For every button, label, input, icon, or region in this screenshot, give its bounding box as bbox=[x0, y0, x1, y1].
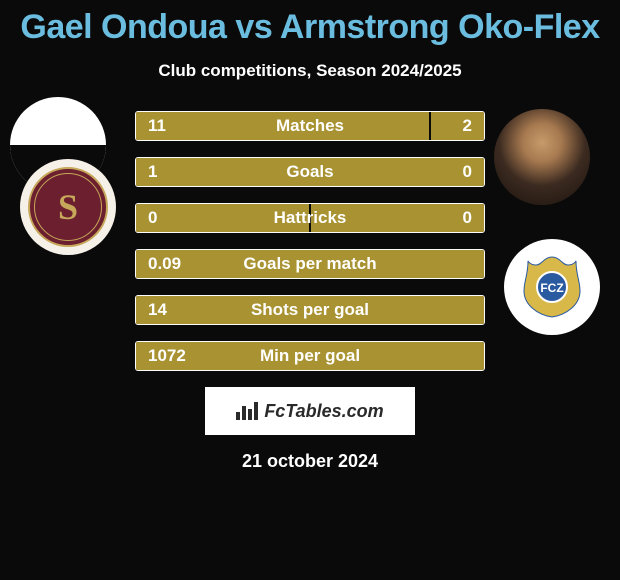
comparison-subtitle: Club competitions, Season 2024/2025 bbox=[0, 61, 620, 81]
stat-label: Goals bbox=[286, 162, 333, 182]
club-crest-left: S bbox=[20, 159, 116, 255]
stat-value-left: 14 bbox=[148, 300, 167, 320]
stat-gap bbox=[429, 112, 431, 140]
stat-value-left: 1072 bbox=[148, 346, 186, 366]
club-crest-right: FCZ bbox=[504, 239, 600, 335]
bars-icon bbox=[236, 402, 258, 420]
stat-label: Goals per match bbox=[243, 254, 376, 274]
stat-bars: 11 Matches 2 1 Goals 0 0 Hattricks 0 0.0… bbox=[135, 111, 485, 371]
stat-value-right: 0 bbox=[463, 162, 472, 182]
servette-crest-icon: S bbox=[28, 167, 108, 247]
comparison-content: S FCZ 11 Matches 2 1 bbox=[0, 111, 620, 472]
stat-value-left: 1 bbox=[148, 162, 157, 182]
stat-row: 0 Hattricks 0 bbox=[135, 203, 485, 233]
stat-label: Min per goal bbox=[260, 346, 360, 366]
stat-row: 1072 Min per goal bbox=[135, 341, 485, 371]
stat-value-right: 2 bbox=[463, 116, 472, 136]
stat-row: 0.09 Goals per match bbox=[135, 249, 485, 279]
source-badge: FcTables.com bbox=[205, 387, 415, 435]
stat-label: Hattricks bbox=[274, 208, 347, 228]
fcz-crest-icon: FCZ bbox=[516, 251, 588, 323]
stat-value-left: 0 bbox=[148, 208, 157, 228]
stat-value-left: 0.09 bbox=[148, 254, 181, 274]
stat-row: 1 Goals 0 bbox=[135, 157, 485, 187]
comparison-date: 21 october 2024 bbox=[0, 451, 620, 472]
svg-text:FCZ: FCZ bbox=[540, 281, 563, 295]
stat-label: Matches bbox=[276, 116, 344, 136]
stat-value-left: 11 bbox=[148, 116, 166, 136]
player-right-avatar bbox=[494, 109, 590, 205]
comparison-title: Gael Ondoua vs Armstrong Oko-Flex bbox=[0, 0, 620, 47]
stat-value-right: 0 bbox=[463, 208, 472, 228]
source-text: FcTables.com bbox=[264, 401, 383, 422]
stat-row: 11 Matches 2 bbox=[135, 111, 485, 141]
stat-label: Shots per goal bbox=[251, 300, 369, 320]
stat-row: 14 Shots per goal bbox=[135, 295, 485, 325]
stat-fill-right bbox=[430, 112, 484, 140]
